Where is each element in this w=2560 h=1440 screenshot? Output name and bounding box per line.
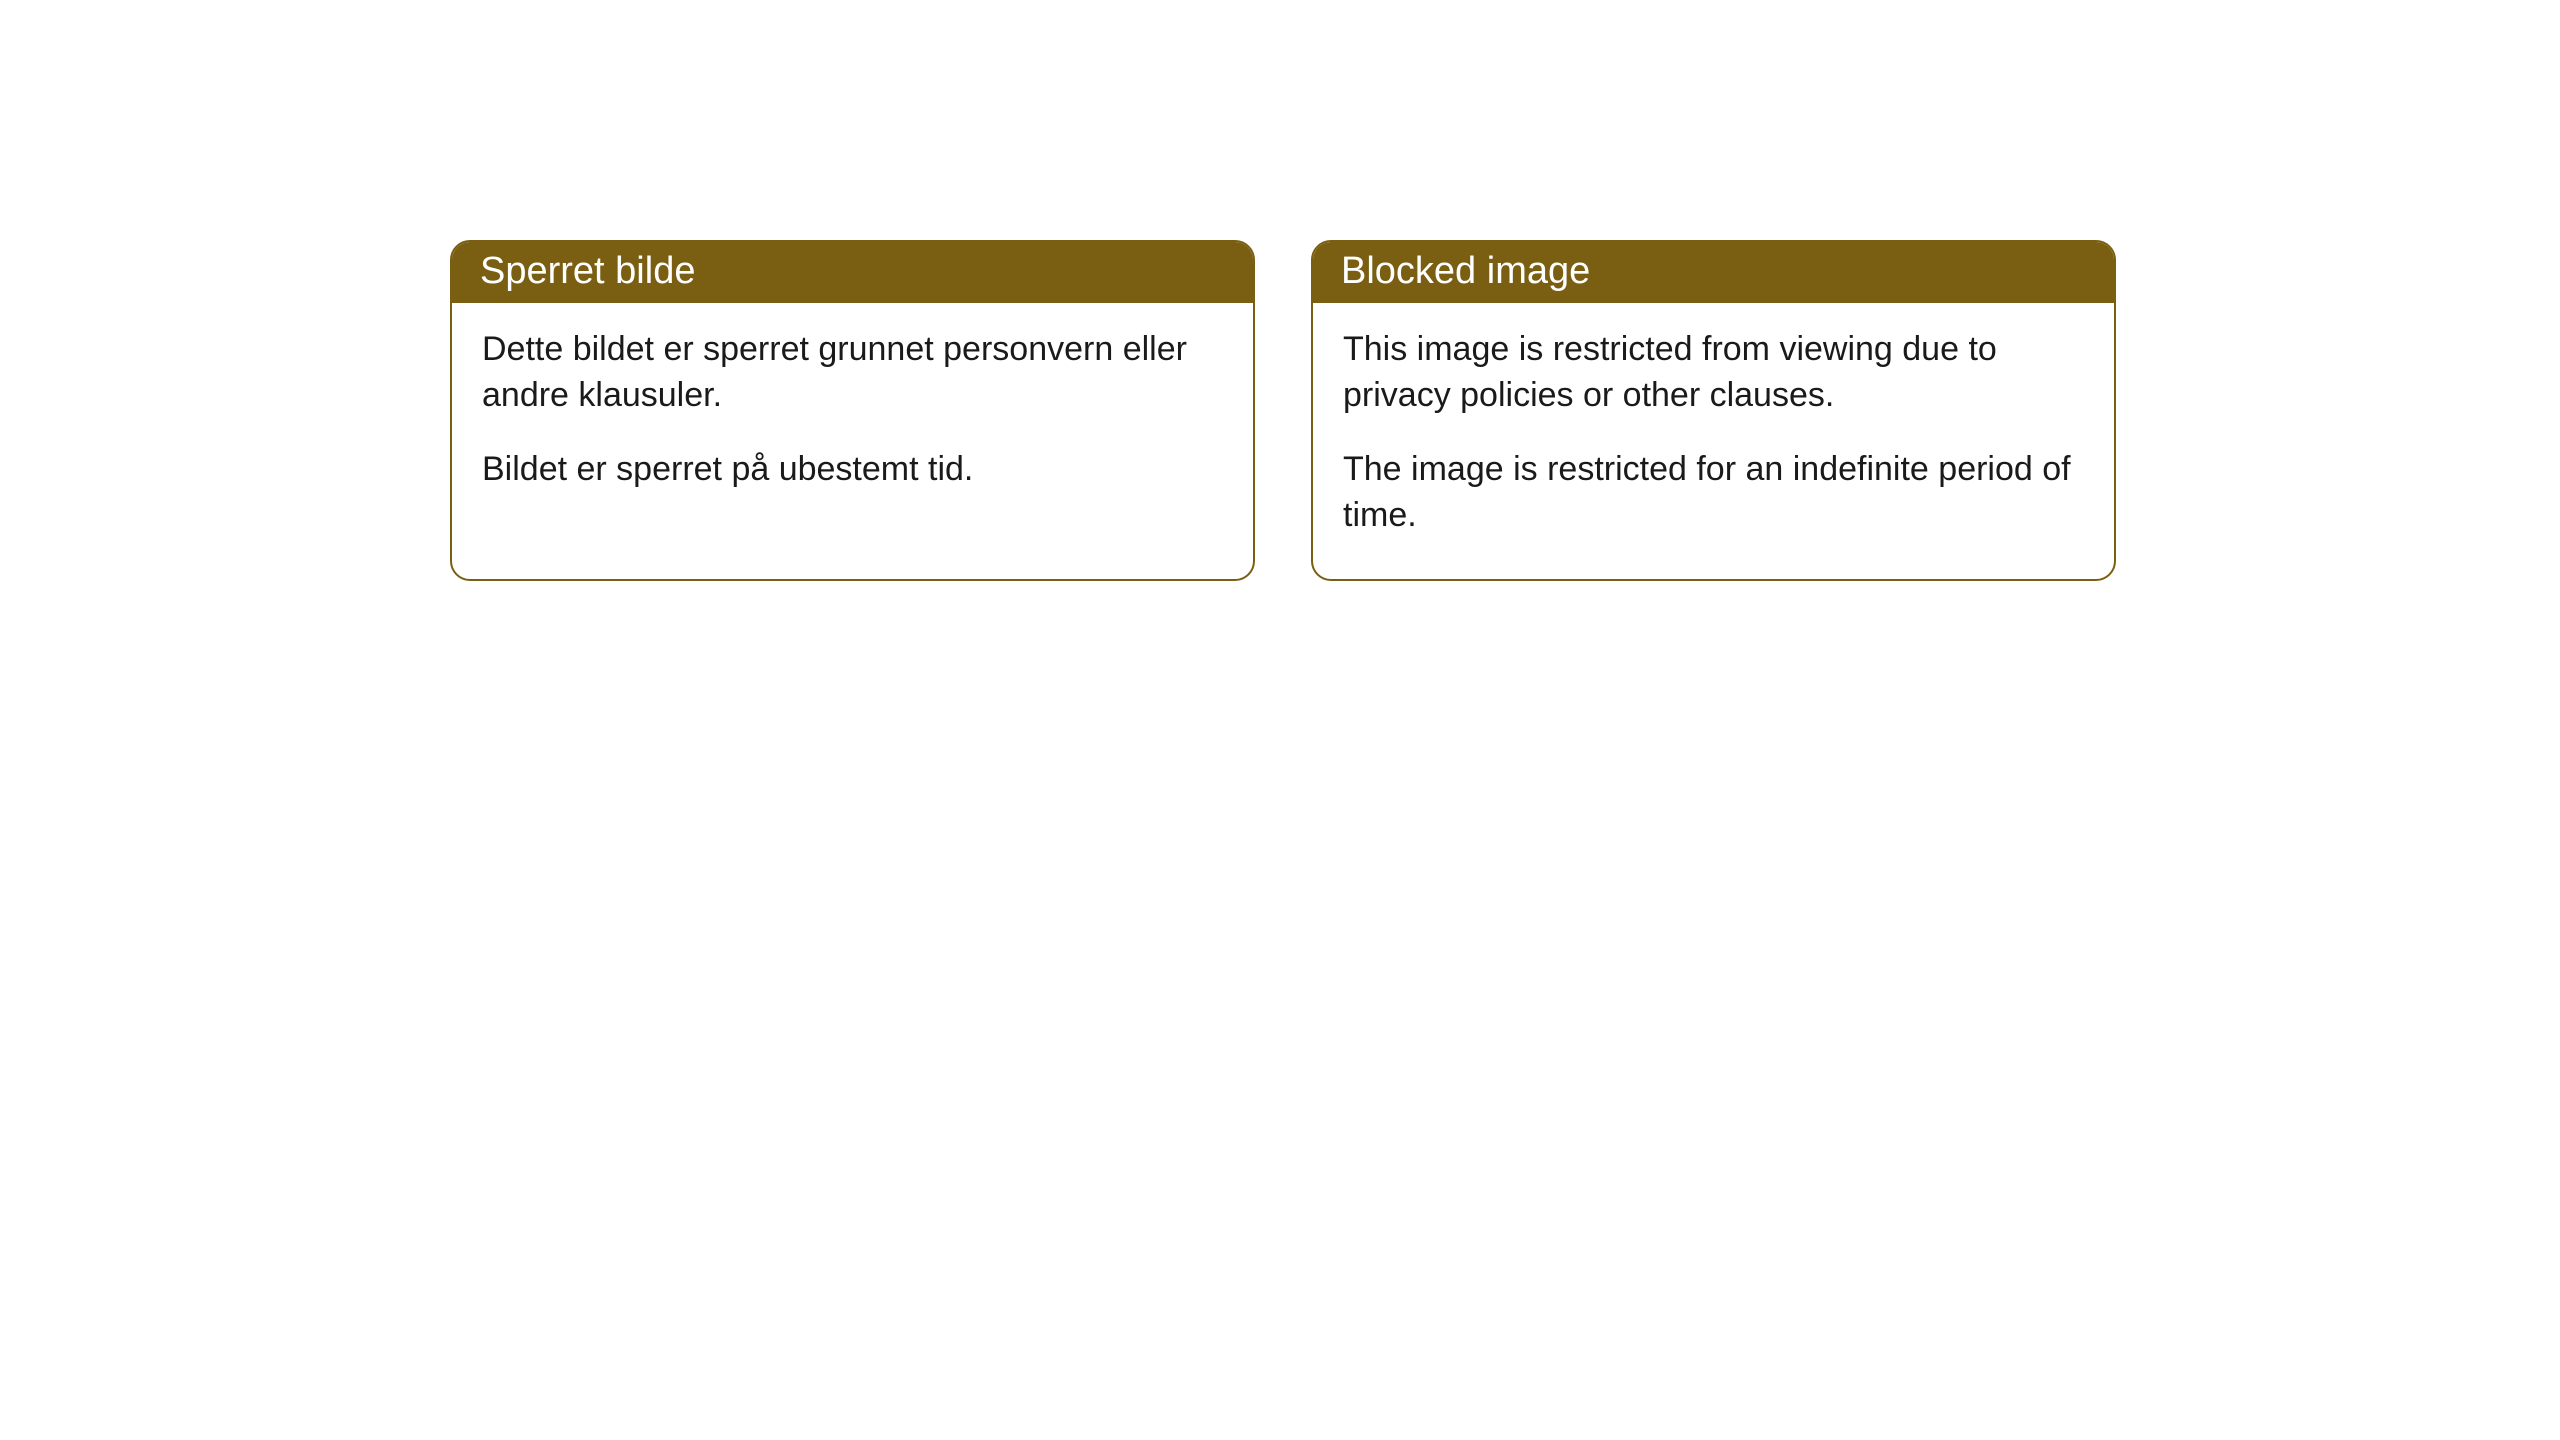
card-paragraph: This image is restricted from viewing du… [1343,327,2084,419]
notice-card-norwegian: Sperret bilde Dette bildet er sperret gr… [450,240,1255,581]
notice-container: Sperret bilde Dette bildet er sperret gr… [450,240,2116,581]
card-body: Dette bildet er sperret grunnet personve… [452,303,1253,533]
card-paragraph: Dette bildet er sperret grunnet personve… [482,327,1223,419]
notice-card-english: Blocked image This image is restricted f… [1311,240,2116,581]
card-body: This image is restricted from viewing du… [1313,303,2114,579]
card-paragraph: Bildet er sperret på ubestemt tid. [482,447,1223,493]
card-paragraph: The image is restricted for an indefinit… [1343,447,2084,539]
card-title: Sperret bilde [452,242,1253,303]
card-title: Blocked image [1313,242,2114,303]
